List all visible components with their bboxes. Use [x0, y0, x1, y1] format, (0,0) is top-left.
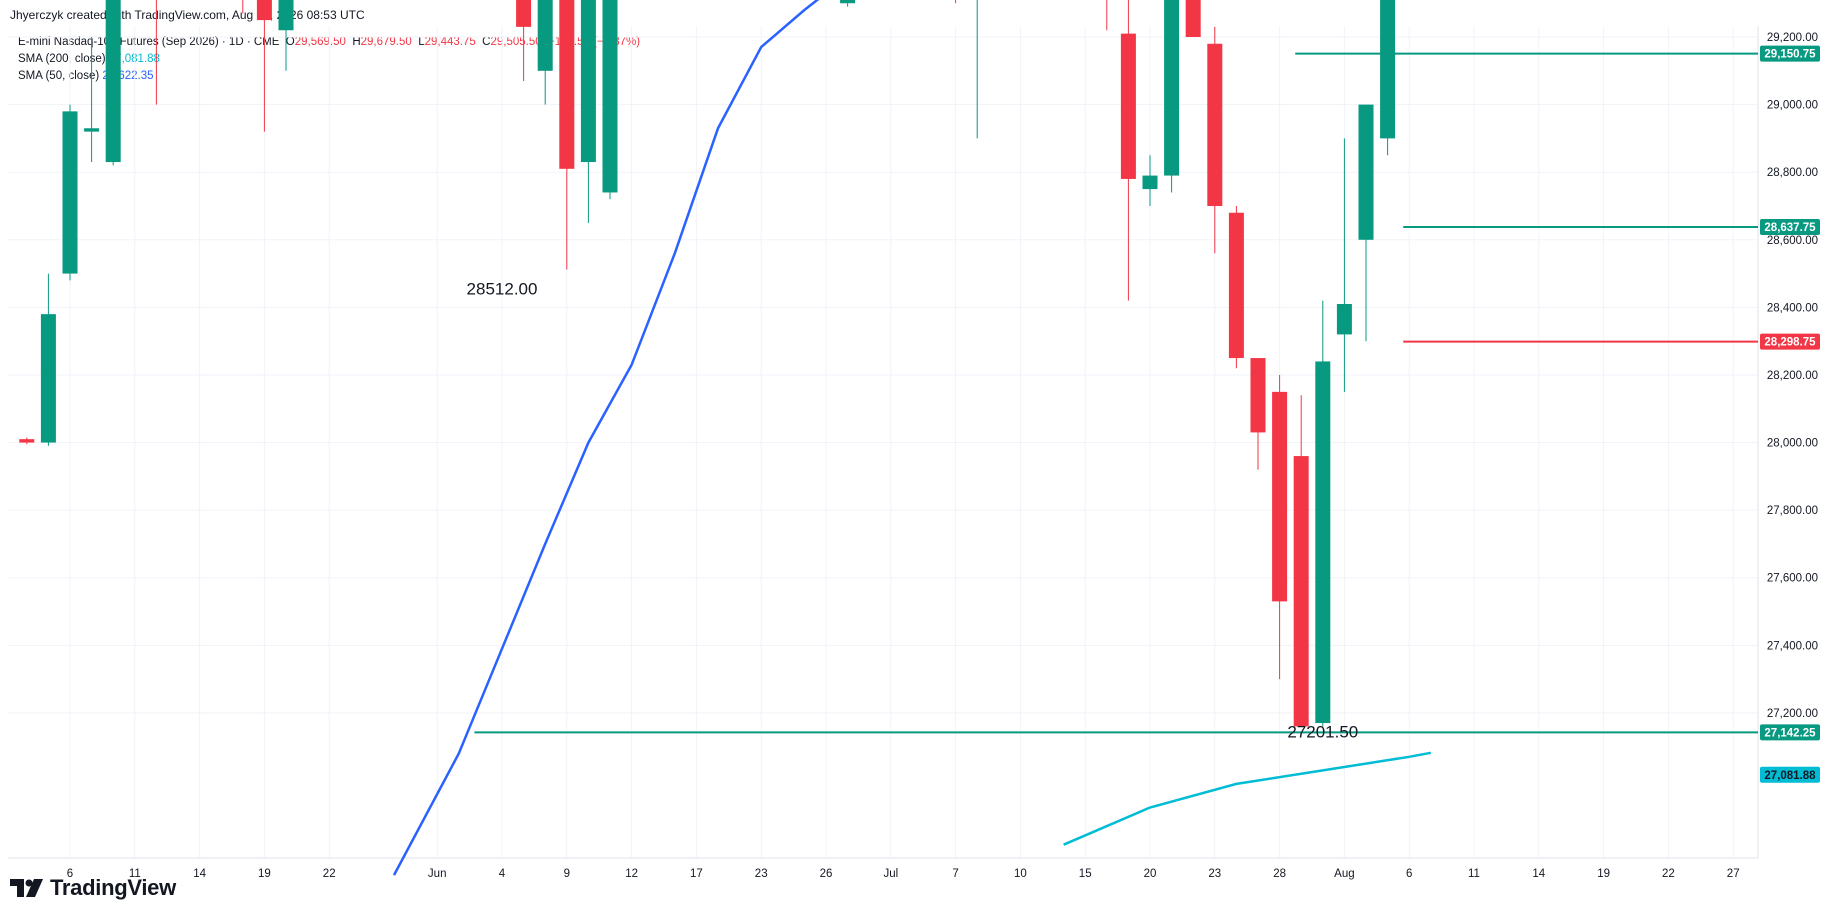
symbol-name: E-mini Nasdaq-100 Futures (Sep 2026) · 1…	[18, 36, 280, 48]
candle-up	[1380, 0, 1396, 139]
x-tick-label: 19	[1597, 868, 1610, 880]
x-tick-label: 7	[952, 868, 958, 880]
candle-down	[1120, 33, 1136, 179]
candle-up	[602, 0, 618, 193]
x-tick-label: 11	[1468, 868, 1480, 880]
candle-down	[1207, 43, 1223, 206]
candle-down	[1185, 0, 1201, 38]
sma200-price-label: 27,081.88	[1764, 770, 1816, 782]
y-tick-label: 28,800.00	[1767, 167, 1818, 179]
candle-up	[1336, 303, 1352, 335]
x-tick-label: 19	[258, 868, 271, 880]
tradingview-logo-icon	[10, 879, 43, 897]
candle-down	[559, 0, 575, 169]
open-value: 29,569.50	[294, 36, 346, 48]
x-tick-label: 6	[1406, 868, 1412, 880]
x-tick-label: 15	[1079, 868, 1092, 880]
x-tick-label: 26	[820, 868, 833, 880]
y-tick-label: 28,400.00	[1767, 302, 1818, 314]
candle-up	[40, 314, 56, 443]
level-price-label: 29,150.75	[1764, 49, 1816, 61]
x-tick-label: 4	[499, 868, 506, 880]
level-price-label-box	[1760, 45, 1820, 62]
high-value: 29,679.50	[360, 36, 412, 48]
candle-up	[1358, 104, 1374, 240]
close-label: C	[482, 36, 491, 48]
credit-line: Jhyerczyk created with TradingView.com, …	[10, 8, 365, 22]
candle-up	[278, 0, 294, 31]
x-tick-label: 28	[1273, 868, 1286, 880]
x-tick-label: 9	[564, 868, 570, 880]
y-tick-label: 29,200.00	[1767, 32, 1818, 44]
x-tick-label: 20	[1144, 868, 1157, 880]
y-tick-label: 27,800.00	[1767, 505, 1818, 517]
close-value: 29,505.50	[490, 36, 542, 48]
low-label: L	[418, 36, 425, 48]
y-tick-label: 27,600.00	[1767, 573, 1818, 585]
y-tick-label: 29,000.00	[1767, 100, 1818, 112]
candle-down	[256, 0, 272, 21]
sma200-price-label-box	[1760, 766, 1820, 783]
x-tick-label: 14	[1532, 868, 1545, 880]
y-tick-label: 28,600.00	[1767, 235, 1818, 247]
sma200-line	[1063, 751, 1432, 846]
candle-down	[1228, 212, 1244, 359]
level-price-label: 28,637.75	[1764, 222, 1816, 234]
high-label: H	[352, 36, 361, 48]
sma200-label: SMA (200, close)	[18, 53, 106, 65]
open-label: O	[285, 36, 295, 48]
level-price-label-box	[1760, 724, 1820, 741]
price-annotation: 28512.00	[467, 280, 538, 299]
y-tick-label: 27,400.00	[1767, 640, 1818, 652]
x-tick-label: 27	[1727, 868, 1740, 880]
brand-name: TradingView	[50, 875, 176, 900]
candle-up	[62, 111, 78, 274]
y-tick-label: 28,000.00	[1767, 438, 1818, 450]
level-price-label: 28,298.75	[1764, 337, 1816, 349]
x-tick-label: 14	[193, 868, 206, 880]
x-tick-label: 11	[129, 868, 141, 880]
candle-down	[1272, 391, 1288, 602]
x-tick-label: Jul	[883, 868, 898, 880]
x-tick-label: 17	[690, 868, 703, 880]
candle-up	[580, 0, 596, 163]
x-tick-label: 23	[1208, 868, 1221, 880]
y-tick-label: 28,200.00	[1767, 370, 1818, 382]
candle-down	[1293, 456, 1309, 727]
candle-down	[516, 0, 532, 27]
candle-down	[19, 439, 35, 443]
candle-up	[537, 0, 553, 71]
level-price-label-box	[1760, 333, 1820, 350]
candle-up	[1142, 175, 1158, 190]
x-tick-label: 12	[625, 868, 638, 880]
x-tick-label: 22	[323, 868, 336, 880]
x-tick-label: 6	[67, 868, 73, 880]
candle-up	[84, 128, 100, 132]
price-annotation: 27201.50	[1287, 722, 1358, 741]
candle-up	[1315, 361, 1331, 724]
level-price-label: 27,142.25	[1764, 727, 1816, 739]
x-tick-label: 22	[1662, 868, 1675, 880]
y-tick-label: 27,200.00	[1767, 708, 1818, 720]
x-tick-label: 10	[1014, 868, 1027, 880]
x-tick-label: Aug	[1334, 868, 1354, 880]
candle-down	[1250, 358, 1266, 433]
candle-up	[840, 0, 856, 4]
sma50-label: SMA (50, close)	[18, 70, 100, 82]
candle-up	[105, 0, 121, 163]
level-price-label-box	[1760, 219, 1820, 236]
x-tick-label: Jun	[428, 868, 447, 880]
x-tick-label: 23	[755, 868, 768, 880]
sma50-line	[392, 0, 820, 876]
candle-up	[1164, 0, 1180, 176]
tradingview-logo[interactable]: TradingView	[10, 875, 176, 901]
